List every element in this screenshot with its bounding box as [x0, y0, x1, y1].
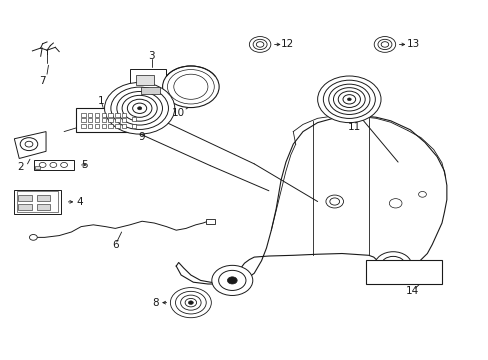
Circle shape	[127, 99, 152, 117]
Circle shape	[381, 42, 388, 47]
Circle shape	[61, 162, 67, 167]
Bar	[115, 113, 120, 117]
Circle shape	[162, 66, 219, 108]
Text: 5: 5	[81, 160, 87, 170]
Circle shape	[388, 199, 401, 208]
Bar	[37, 204, 50, 211]
Circle shape	[325, 195, 343, 208]
Circle shape	[132, 103, 146, 113]
Polygon shape	[14, 132, 46, 158]
Bar	[108, 113, 113, 117]
Circle shape	[170, 288, 211, 318]
Bar	[108, 118, 113, 122]
Circle shape	[342, 95, 355, 104]
Circle shape	[137, 107, 142, 110]
Bar	[76, 108, 132, 132]
Circle shape	[20, 138, 38, 150]
Circle shape	[377, 39, 391, 50]
Circle shape	[39, 162, 46, 167]
Circle shape	[329, 198, 339, 205]
Bar	[95, 124, 99, 128]
Bar	[122, 124, 126, 128]
Bar	[122, 118, 126, 122]
Circle shape	[328, 84, 369, 114]
Bar	[18, 204, 32, 211]
Text: 4: 4	[76, 197, 83, 207]
Text: 1: 1	[97, 96, 104, 106]
Circle shape	[256, 42, 264, 47]
Text: 10: 10	[172, 108, 185, 118]
Circle shape	[347, 98, 350, 101]
Circle shape	[173, 74, 207, 99]
Circle shape	[317, 76, 380, 123]
Bar	[130, 69, 166, 96]
Text: 14: 14	[405, 286, 419, 296]
Circle shape	[175, 291, 206, 314]
Bar	[122, 113, 126, 117]
Circle shape	[122, 95, 157, 121]
Circle shape	[167, 69, 214, 104]
Circle shape	[117, 91, 162, 125]
Circle shape	[227, 277, 237, 284]
Text: 9: 9	[139, 132, 145, 142]
Circle shape	[188, 301, 193, 305]
Text: 3: 3	[148, 51, 155, 61]
Circle shape	[50, 162, 57, 167]
Bar	[115, 118, 120, 122]
Bar	[115, 124, 120, 128]
Bar	[18, 195, 32, 201]
Text: 2: 2	[17, 162, 23, 172]
Circle shape	[180, 295, 201, 310]
Bar	[108, 124, 113, 128]
Circle shape	[333, 87, 365, 111]
Bar	[35, 166, 40, 168]
Circle shape	[218, 270, 245, 291]
Circle shape	[388, 262, 397, 269]
Circle shape	[111, 87, 168, 130]
Bar	[34, 160, 74, 170]
Bar	[141, 87, 160, 94]
Bar	[102, 118, 106, 122]
Text: 7: 7	[39, 76, 45, 86]
Text: 11: 11	[347, 122, 360, 132]
Circle shape	[29, 234, 37, 240]
Bar	[366, 260, 441, 284]
Bar	[88, 118, 92, 122]
Circle shape	[323, 80, 375, 118]
Circle shape	[374, 252, 411, 279]
Bar	[88, 124, 92, 128]
Bar	[136, 75, 154, 85]
Circle shape	[253, 39, 266, 50]
Bar	[102, 124, 106, 128]
Circle shape	[131, 86, 136, 90]
Bar	[81, 118, 85, 122]
Circle shape	[25, 141, 33, 147]
Text: 8: 8	[152, 298, 159, 308]
Bar	[132, 117, 136, 121]
Bar	[88, 113, 92, 117]
Circle shape	[338, 91, 360, 108]
Circle shape	[211, 265, 252, 296]
Bar	[102, 113, 106, 117]
Bar	[81, 124, 85, 128]
Bar	[81, 113, 85, 117]
Circle shape	[131, 91, 136, 95]
Bar	[14, 190, 61, 214]
Circle shape	[373, 37, 395, 52]
Circle shape	[380, 256, 405, 274]
Circle shape	[249, 37, 270, 52]
Bar	[95, 113, 99, 117]
Bar	[95, 118, 99, 122]
Circle shape	[185, 298, 196, 307]
Text: 6: 6	[112, 240, 119, 250]
Circle shape	[418, 192, 426, 197]
Text: 13: 13	[406, 40, 419, 49]
Text: 12: 12	[281, 40, 294, 49]
Bar	[206, 220, 215, 224]
Bar	[17, 192, 58, 212]
Bar	[132, 125, 136, 128]
Bar	[37, 195, 50, 201]
Circle shape	[104, 82, 174, 134]
